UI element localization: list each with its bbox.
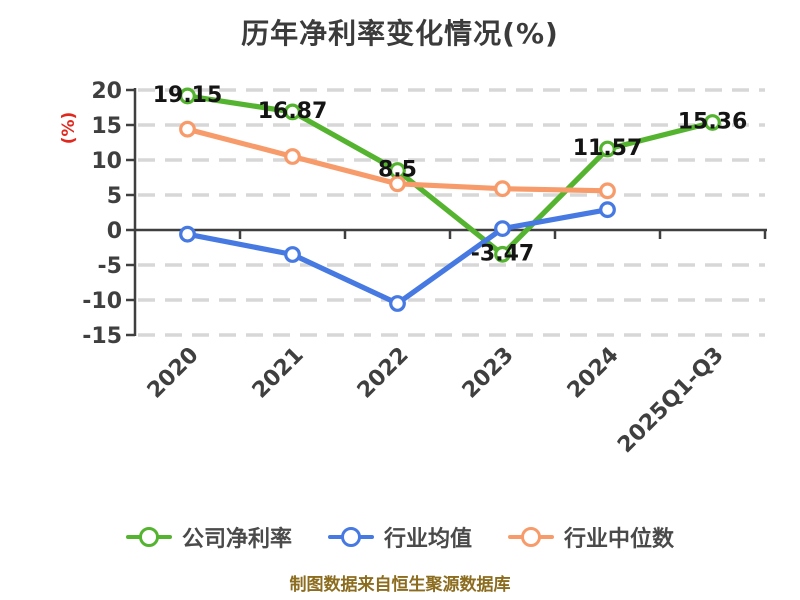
y-tick-label: 20 <box>91 79 122 104</box>
legend-label: 行业中位数 <box>564 527 675 552</box>
y-tick-label: 5 <box>107 184 122 209</box>
legend-item-2[interactable]: 行业中位数 <box>508 521 674 553</box>
series-point-2 <box>284 148 301 165</box>
x-tick-label: 2020 <box>143 343 204 404</box>
series-point-1 <box>284 246 301 263</box>
y-axis-unit-label: (%) <box>59 112 79 145</box>
chart-canvas: -15 -10 -5 0 5 10 15 20 (%) 2020 2021 2022 2023 20242… <box>59 79 767 459</box>
x-tick-label: 2021 <box>248 343 309 404</box>
series-line-1 <box>184 207 611 307</box>
legend-item-1[interactable]: 行业均值 <box>327 521 472 553</box>
y-tick-label: -5 <box>98 254 122 279</box>
series-point-1 <box>599 201 616 219</box>
x-tick-label: 2022 <box>353 343 414 404</box>
legend: 公司净利率 行业均值 行业中位数 <box>0 512 800 562</box>
series-point-0 <box>599 140 616 158</box>
x-tick-label: 2023 <box>458 343 519 404</box>
legend-marker-icon <box>125 526 172 548</box>
series-point-2 <box>494 180 511 198</box>
series-point-0 <box>704 114 721 131</box>
legend-label: 行业均值 <box>383 527 472 552</box>
legend-item-0[interactable]: 公司净利率 <box>125 521 292 553</box>
series-point-0 <box>179 87 196 105</box>
legend-marker-icon <box>327 526 374 548</box>
data-label: 19.15 <box>153 83 223 108</box>
series-point-1 <box>389 295 406 312</box>
series-point-0 <box>494 245 511 263</box>
data-label: 15.36 <box>678 109 748 134</box>
legend-marker-icon <box>508 526 554 548</box>
series-point-2 <box>179 120 196 138</box>
data-label: -3.47 <box>471 241 534 266</box>
footer-source-note: 制图数据来自恒生聚源数据库 <box>289 575 511 595</box>
y-tick-label: 15 <box>91 114 122 139</box>
series-point-1 <box>494 220 511 238</box>
series-point-0 <box>284 103 301 121</box>
legend-label: 公司净利率 <box>181 527 292 552</box>
x-tick-label: 2025Q1-Q3 <box>613 343 729 459</box>
x-tick-label: 2024 <box>563 343 624 404</box>
data-label: 11.57 <box>573 136 643 161</box>
series-point-2 <box>389 175 406 193</box>
chart-title: 历年净利率变化情况(%) <box>241 17 559 50</box>
y-tick-label: -10 <box>82 289 122 314</box>
y-tick-label: 10 <box>91 149 122 174</box>
series-point-1 <box>179 225 196 243</box>
y-tick-label: 0 <box>107 219 122 244</box>
data-label: 16.87 <box>258 99 328 124</box>
data-label: 8.5 <box>378 158 417 183</box>
series-line-0 <box>184 93 716 257</box>
series-point-2 <box>599 182 616 200</box>
y-tick-label: -15 <box>82 324 122 349</box>
